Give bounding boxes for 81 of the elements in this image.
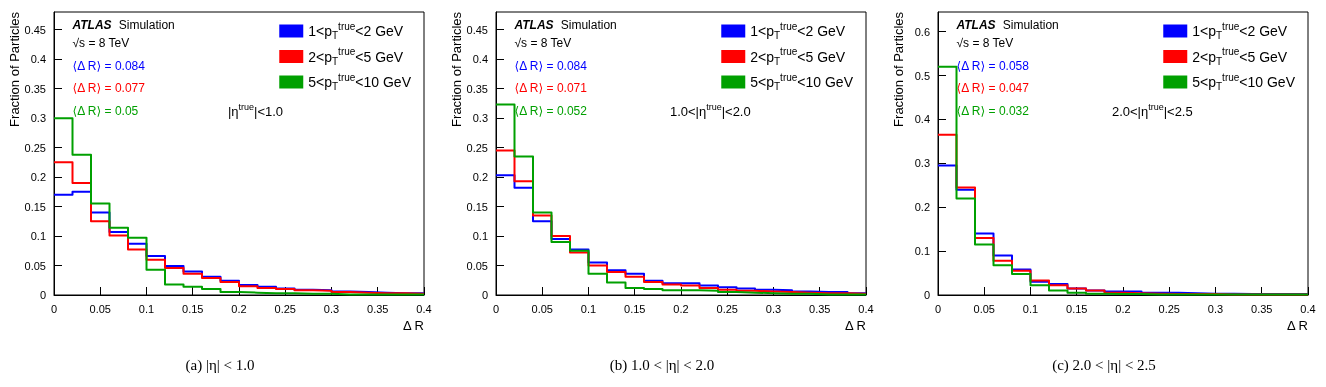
y-tick-label: 0.4 [30,53,46,66]
text: (c) 2.0 < |η| < 2.5 [1052,357,1156,374]
y-tick-label: 0.2 [914,201,930,214]
annotation: Simulation [1002,17,1059,32]
x-tick-label: 0.2 [231,302,247,315]
x-tick-label: 0 [934,302,942,315]
annotation: √s = 8 TeV [514,36,572,51]
annotation: ⟨Δ R⟩ = 0.05 [72,104,139,119]
y-tick-label: 0.15 [24,200,46,213]
x-axis-title: Δ R [845,317,866,333]
y-tick-label: 0.25 [24,141,46,154]
y-tick-label: 0.1 [30,230,46,243]
x-axis-title: Δ R [1287,317,1308,333]
y-tick-label: 0.4 [472,53,488,66]
y-tick-label: 0.2 [472,171,488,184]
y-tick-label: 0.35 [466,82,488,95]
y-tick-label: 0.05 [466,259,488,272]
annotation: ⟨Δ R⟩ = 0.077 [72,81,146,96]
annotation: ATLAS [513,17,554,32]
x-tick-label: 0.2 [1115,302,1131,315]
y-tick-label: 0.1 [914,245,930,258]
x-tick-label: 0.4 [1300,302,1316,315]
annotation: Simulation [118,17,175,32]
y-axis-title: Fraction of Particles [6,11,22,127]
annotation: ⟨Δ R⟩ = 0.047 [956,81,1030,96]
x-tick-label: 0.25 [716,302,738,315]
x-tick-label: 0 [492,302,500,315]
y-tick-label: 0.05 [24,259,46,272]
y-tick-label: 0.3 [472,112,488,125]
annotation: ATLAS [955,17,996,32]
y-tick-label: 0.3 [30,112,46,125]
x-tick-label: 0.25 [274,302,296,315]
y-tick-label: 0 [481,289,488,301]
annotation: √s = 8 TeV [72,36,130,51]
x-tick-label: 0.3 [323,302,340,315]
y-tick-label: 0.2 [30,171,46,184]
x-tick-label: 0.4 [416,302,432,315]
annotation: Simulation [560,17,617,32]
annotation: ⟨Δ R⟩ = 0.071 [514,81,588,96]
x-tick-label: 0.2 [673,302,689,315]
x-tick-label: 0.25 [1158,302,1180,315]
x-tick-label: 0.05 [89,302,111,315]
annotation: ⟨Δ R⟩ = 0.052 [514,104,588,119]
y-tick-label: 0.3 [914,157,930,170]
y-tick-label: 0.35 [24,82,46,95]
y-axis-title: Fraction of Particles [890,11,906,127]
y-tick-label: 0.25 [466,141,488,154]
y-tick-label: 0.6 [914,25,930,38]
x-tick-label: 0 [50,302,58,315]
x-tick-label: 0.35 [1251,302,1273,315]
annotation: ⟨Δ R⟩ = 0.084 [72,58,146,73]
y-tick-label: 0.45 [24,23,46,36]
x-tick-label: 0.05 [531,302,553,315]
y-tick-label: 0.45 [466,23,488,36]
annotation: ⟨Δ R⟩ = 0.058 [956,58,1030,73]
x-tick-label: 0.1 [138,302,155,315]
x-tick-label: 0.3 [1207,302,1224,315]
annotation: ⟨Δ R⟩ = 0.084 [514,58,588,73]
x-tick-label: 0.35 [809,302,831,315]
x-axis-title: Δ R [403,317,424,333]
text: (a) |η| < 1.0 [185,357,255,374]
x-tick-label: 0.05 [973,302,995,315]
x-tick-label: 0.15 [624,302,646,315]
annotation: ⟨Δ R⟩ = 0.032 [956,104,1030,119]
x-tick-label: 0.35 [367,302,389,315]
text: (b) 1.0 < |η| < 2.0 [609,357,715,374]
x-tick-label: 0.3 [765,302,782,315]
x-tick-label: 0.4 [858,302,874,315]
x-tick-label: 0.15 [182,302,204,315]
annotation: √s = 8 TeV [956,36,1014,51]
y-tick-label: 0.5 [914,69,930,82]
annotation: ATLAS [71,17,112,32]
x-tick-label: 0.1 [1022,302,1039,315]
x-tick-label: 0.1 [580,302,597,315]
y-axis-title: Fraction of Particles [448,11,464,127]
y-tick-label: 0.15 [466,200,488,213]
x-tick-label: 0.15 [1066,302,1088,315]
y-tick-label: 0.1 [472,230,488,243]
y-tick-label: 0 [39,289,46,301]
y-tick-label: 0 [923,289,930,301]
y-tick-label: 0.4 [914,113,930,126]
